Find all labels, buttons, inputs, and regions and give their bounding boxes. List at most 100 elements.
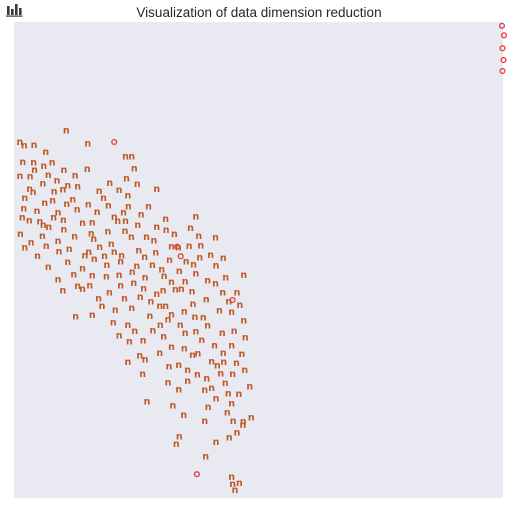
data-point-letter: n <box>54 176 61 187</box>
data-point-letter: n <box>160 286 167 297</box>
icon-bar <box>11 9 14 15</box>
data-point-letter: n <box>99 301 106 312</box>
data-point-letter: n <box>88 228 95 239</box>
plot-area <box>14 22 503 498</box>
data-point-letter: n <box>176 432 183 443</box>
data-point-letter: n <box>197 240 204 251</box>
data-point-letter: n <box>117 257 124 268</box>
data-point-letter: n <box>56 247 63 258</box>
data-point-letter: n <box>151 236 158 247</box>
data-point-letter: n <box>208 383 215 394</box>
data-point-letter: n <box>37 217 44 228</box>
data-point-letter: n <box>241 365 248 376</box>
data-point-letter: n <box>142 273 149 284</box>
data-point-letter: n <box>212 278 219 289</box>
data-point-letter: n <box>131 164 138 175</box>
data-point-letter: n <box>161 271 168 282</box>
data-point-letter: n <box>166 255 173 266</box>
data-point-letter: n <box>166 362 173 373</box>
data-point-letter: n <box>225 388 232 399</box>
data-point-letter: n <box>220 348 227 359</box>
data-point-letter: n <box>74 281 81 292</box>
data-point-letter: n <box>89 217 96 228</box>
data-point-letter: n <box>190 259 197 270</box>
data-point-letter: n <box>212 233 219 244</box>
data-point-letter: n <box>103 272 110 283</box>
data-point-letter: n <box>74 205 81 216</box>
data-point-letter: n <box>122 226 129 237</box>
data-point-letter: n <box>60 215 67 226</box>
data-point-letter: n <box>230 416 237 427</box>
data-point-circle <box>111 138 118 146</box>
data-point-letter: n <box>130 278 137 289</box>
data-point-letter: n <box>123 174 130 185</box>
data-point-letter: n <box>186 241 193 252</box>
data-point-letter: n <box>26 216 33 227</box>
data-point-letter: n <box>183 257 190 268</box>
bar-chart-icon[interactable] <box>6 4 23 17</box>
data-point-letter: n <box>203 295 210 306</box>
data-point-letter: n <box>21 193 28 204</box>
data-point-letter: n <box>125 320 132 331</box>
data-point-letter: n <box>125 357 132 368</box>
data-point-letter: n <box>70 269 77 280</box>
data-point-letter: n <box>72 170 79 181</box>
data-point-letter: n <box>211 341 218 352</box>
data-point-letter: n <box>195 348 202 359</box>
data-point-letter: n <box>28 237 35 248</box>
data-point-letter: n <box>198 335 205 346</box>
data-point-letter: n <box>240 420 247 431</box>
data-point-letter: n <box>26 184 33 195</box>
data-point-letter: n <box>214 361 221 372</box>
data-point-letter: n <box>79 264 86 275</box>
data-point-letter: n <box>195 231 202 242</box>
icon-baseline <box>6 15 23 17</box>
data-point-letter: n <box>220 253 227 264</box>
data-point-letter: n <box>141 252 148 263</box>
data-point-letter: n <box>51 187 58 198</box>
data-point-letter: n <box>148 296 155 307</box>
data-point-letter: n <box>157 320 164 331</box>
data-point-letter: n <box>122 216 129 227</box>
data-point-letter: n <box>139 369 146 380</box>
data-point-letter: n <box>228 341 235 352</box>
data-point-letter: n <box>134 220 141 231</box>
data-point-letter: n <box>193 326 200 337</box>
data-point-letter: n <box>168 309 175 320</box>
data-point-circle <box>500 57 507 64</box>
data-point-letter: n <box>79 218 86 229</box>
data-point-letter: n <box>27 172 34 183</box>
data-point-letter: n <box>189 286 196 297</box>
data-point-letter: n <box>128 152 135 163</box>
data-point-letter: n <box>152 247 159 258</box>
data-point-letter: n <box>225 296 232 307</box>
icon-bar <box>7 6 10 15</box>
data-point-letter: n <box>190 299 197 310</box>
data-point-letter: n <box>96 186 103 197</box>
data-point-letter: n <box>45 222 52 233</box>
data-point-letter: n <box>19 157 26 168</box>
data-point-letter: n <box>168 342 175 353</box>
data-point-letter: n <box>118 251 125 262</box>
data-point-letter: n <box>114 216 121 227</box>
data-point-letter: n <box>205 402 212 413</box>
data-point-letter: n <box>173 439 180 450</box>
data-point-letter: n <box>222 273 229 284</box>
data-point-letter: n <box>202 452 209 463</box>
data-point-letter: n <box>63 126 70 137</box>
data-point-letter: n <box>248 413 255 424</box>
data-point-letter: n <box>140 284 147 295</box>
data-point-letter: n <box>219 287 226 298</box>
data-point-letter: n <box>89 310 96 321</box>
data-point-letter: n <box>213 437 220 448</box>
data-point-letter: n <box>39 231 46 242</box>
data-point-letter: n <box>105 227 112 238</box>
data-point-letter: n <box>160 332 167 343</box>
data-point-letter: n <box>34 206 41 217</box>
data-point-letter: n <box>233 358 240 369</box>
data-point-letter: n <box>143 232 150 243</box>
data-point-letter: n <box>181 306 188 317</box>
data-point-letter: n <box>43 241 50 252</box>
